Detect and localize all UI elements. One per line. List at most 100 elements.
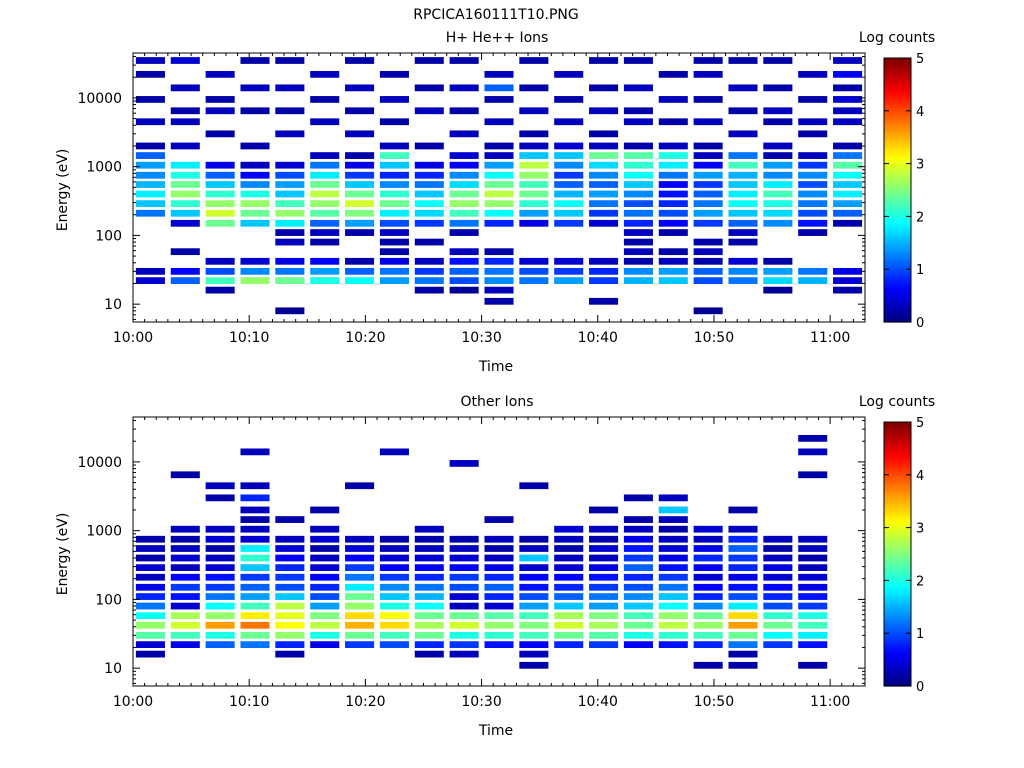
heatmap-cell <box>275 161 305 169</box>
heatmap-cell <box>275 554 305 562</box>
heatmap-cell <box>310 593 340 600</box>
heatmap-cell <box>240 506 270 514</box>
colorbar-segment <box>884 498 911 501</box>
panel-2-colorbar <box>883 421 912 687</box>
heatmap-cell <box>414 277 444 284</box>
heatmap-cell <box>345 190 375 198</box>
heatmap-cell <box>449 535 479 543</box>
colorbar-segment <box>884 110 911 113</box>
heatmap-cell <box>693 554 723 562</box>
heatmap-cell <box>345 209 375 217</box>
heatmap-cell <box>135 200 165 207</box>
heatmap-cell <box>275 84 305 92</box>
heatmap-cell <box>310 181 340 188</box>
colorbar-segment <box>884 248 911 251</box>
colorbar-segment <box>884 492 911 495</box>
heatmap-cell <box>170 545 200 552</box>
colorbar-segment <box>884 100 911 103</box>
heatmap-cell <box>449 641 479 648</box>
heatmap-cell <box>554 602 584 610</box>
colorbar-segment <box>884 634 911 637</box>
colorbar-segment <box>884 258 911 261</box>
heatmap-cell <box>414 171 444 179</box>
heatmap-cell <box>658 257 688 265</box>
colorbar-frame <box>883 57 912 323</box>
heatmap-cell <box>310 573 340 581</box>
heatmap-cell <box>310 525 340 533</box>
heatmap-cell <box>658 229 688 236</box>
heatmap-cell <box>310 257 340 265</box>
heatmap-cell <box>205 209 235 217</box>
colorbar-segment <box>884 424 911 427</box>
heatmap-cell <box>205 267 235 275</box>
heatmap-cell <box>310 602 340 610</box>
heatmap-cell <box>519 661 549 669</box>
colorbar-segment <box>884 472 911 475</box>
colorbar-segment <box>884 104 911 107</box>
colorbar-segment <box>884 216 911 219</box>
colorbar-segment <box>884 252 911 255</box>
heatmap-cell <box>414 545 444 552</box>
colorbar-segment <box>884 74 911 77</box>
colorbar-segment <box>884 506 911 509</box>
heatmap-cell <box>205 641 235 648</box>
heatmap-cell <box>449 612 479 620</box>
heatmap-cell <box>240 583 270 591</box>
heatmap-cell <box>310 554 340 562</box>
colorbar-segment <box>884 602 911 605</box>
colorbar-tick-label: 2 <box>916 210 924 225</box>
heatmap-cell <box>554 525 584 533</box>
heatmap-cell <box>379 171 409 179</box>
colorbar-segment <box>884 154 911 157</box>
heatmap-cell <box>798 209 828 217</box>
colorbar-segment <box>884 318 911 321</box>
colorbar-segment <box>884 280 911 283</box>
colorbar-segment <box>884 460 911 463</box>
heatmap-cell <box>658 583 688 591</box>
heatmap-cell <box>554 564 584 571</box>
colorbar-segment <box>884 298 911 301</box>
colorbar-segment <box>884 260 911 263</box>
colorbar-segment <box>884 202 911 205</box>
heatmap-cell <box>345 621 375 629</box>
colorbar-segment <box>884 308 911 311</box>
heatmap-cell <box>589 506 619 514</box>
heatmap-cell <box>205 525 235 533</box>
panel-1-cells <box>135 57 863 315</box>
panel-2-axis-ticks <box>132 417 866 686</box>
heatmap-cell <box>379 554 409 562</box>
heatmap-cell <box>275 190 305 198</box>
heatmap-cell <box>693 70 723 78</box>
colorbar-segment <box>884 218 911 221</box>
colorbar-segment <box>884 192 911 195</box>
colorbar-segment <box>884 66 911 69</box>
heatmap-cell <box>554 190 584 198</box>
heatmap-cell <box>170 525 200 533</box>
colorbar-segment <box>884 562 911 565</box>
heatmap-cell <box>449 181 479 188</box>
colorbar-segment <box>884 428 911 431</box>
heatmap-cell <box>554 631 584 639</box>
heatmap-cell <box>345 545 375 552</box>
heatmap-cell <box>763 57 793 64</box>
colorbar-segment <box>884 632 911 635</box>
colorbar-segment <box>884 462 911 465</box>
heatmap-cell <box>414 107 444 115</box>
heatmap-cell <box>379 142 409 150</box>
colorbar-segment <box>884 108 911 111</box>
heatmap-cell <box>554 612 584 620</box>
heatmap-cell <box>275 535 305 543</box>
colorbar-segment <box>884 180 911 183</box>
heatmap-cell <box>205 286 235 294</box>
heatmap-cell <box>658 277 688 284</box>
heatmap-cell <box>414 219 444 227</box>
heatmap-cell <box>484 593 514 600</box>
heatmap-cell <box>798 573 828 581</box>
heatmap-cell <box>414 650 444 658</box>
heatmap-cell <box>554 209 584 217</box>
colorbar-segment <box>884 188 911 191</box>
heatmap-cell <box>484 554 514 562</box>
y-tick-label: 10000 <box>77 455 122 471</box>
heatmap-cell <box>554 161 584 169</box>
colorbar-segment <box>884 650 911 653</box>
